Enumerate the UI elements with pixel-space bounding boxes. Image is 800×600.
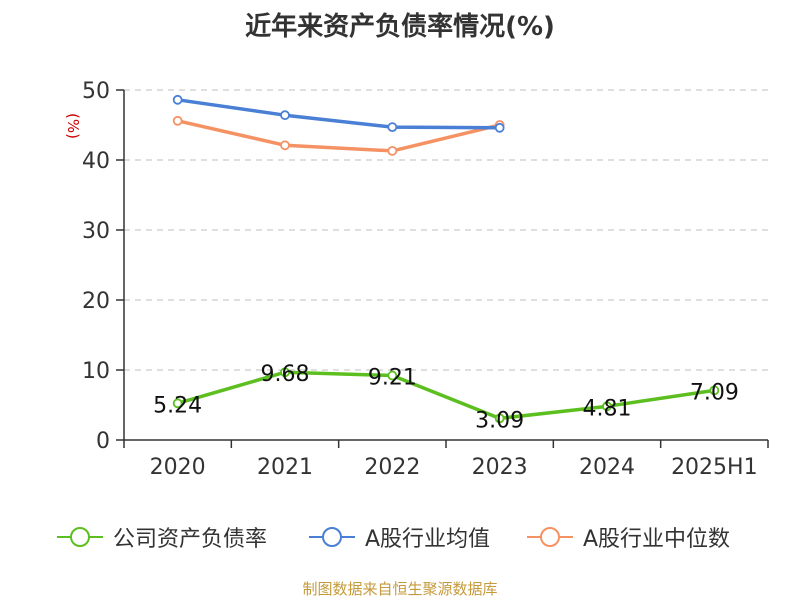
x-tick-label: 2024 [579, 455, 635, 480]
data-label: 7.09 [690, 380, 739, 405]
legend: 公司资产负债率 A股行业均值 A股行业中位数 [0, 520, 800, 554]
y-tick-label: 40 [82, 149, 110, 174]
data-point [387, 145, 398, 156]
data-point [602, 401, 612, 412]
x-tick-label: 2020 [150, 455, 206, 480]
x-tick-label: 2023 [472, 455, 528, 480]
gridlines [124, 89, 768, 371]
data-label: 3.09 [475, 408, 524, 433]
series-line [177, 370, 715, 421]
data-label: 4.81 [583, 396, 632, 421]
data-point [280, 367, 290, 378]
data-point [280, 140, 290, 151]
data-point [387, 122, 398, 132]
y-axis-label: (%) [64, 113, 82, 139]
series-line [177, 119, 501, 153]
legend-label: 公司资产负债率 [113, 527, 268, 552]
data-source-note: 制图数据来自恒生聚源数据库 [302, 580, 498, 598]
data-label: 9.21 [368, 366, 417, 391]
legend-item-company[interactable]: 公司资产负债率 [55, 520, 267, 554]
y-tick-label: 20 [82, 289, 110, 314]
legend-label: A股行业均值 [365, 527, 491, 552]
series-line [177, 98, 500, 130]
data-point [172, 398, 183, 409]
legend-item-industry-median[interactable]: A股行业中位数 [525, 520, 730, 554]
data-point [280, 110, 290, 121]
legend-marker-icon [57, 527, 103, 547]
data-label: 9.68 [261, 362, 310, 387]
legend-marker-icon [527, 527, 573, 547]
y-tick-label: 10 [82, 359, 110, 384]
legend-marker-icon [309, 527, 355, 547]
chart-title: 近年来资产负债率情况(%) [245, 12, 555, 42]
x-tick-label: 2021 [257, 455, 313, 480]
data-point [494, 122, 505, 133]
y-tick-label: 50 [82, 79, 110, 104]
data-label: 5.24 [153, 393, 202, 418]
x-tick-label: 2025H1 [671, 455, 758, 480]
data-point [172, 94, 183, 105]
data-point [387, 370, 398, 381]
x-tick-label: 2022 [364, 455, 420, 480]
data-labels: 5.24 9.68 9.21 3.09 4.81 7.09 [153, 362, 739, 433]
y-tick-label: 0 [96, 429, 110, 454]
series-lines [172, 94, 720, 424]
axes: 0 10 20 30 40 50(%) 2020 2021 2022 2023 2024 2025H1 [64, 79, 769, 480]
data-point [494, 413, 505, 424]
data-point [172, 115, 183, 126]
legend-item-industry-mean[interactable]: A股行业均值 [307, 520, 490, 554]
legend-label: A股行业中位数 [583, 527, 731, 552]
y-tick-label: 30 [82, 219, 110, 244]
data-point [709, 385, 720, 396]
